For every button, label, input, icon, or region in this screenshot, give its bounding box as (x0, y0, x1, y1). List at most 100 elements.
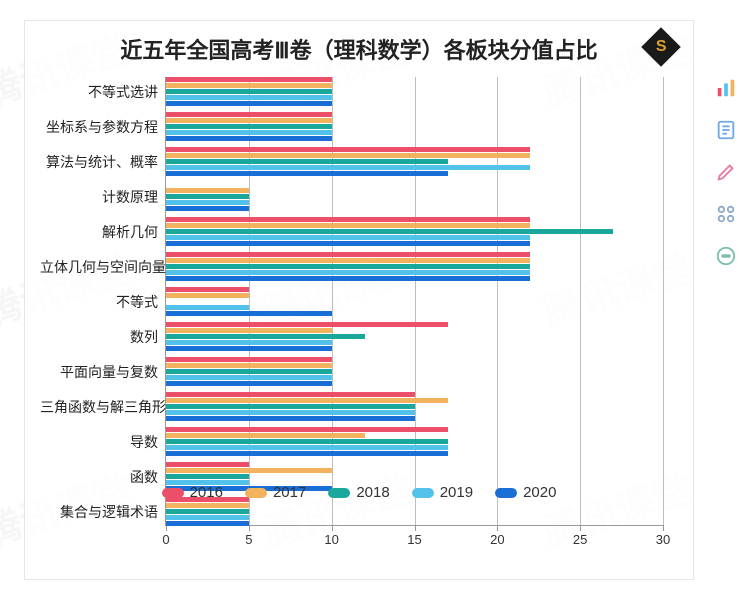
bar (166, 241, 530, 246)
legend-item[interactable]: 2017 (245, 484, 306, 501)
bar (166, 217, 530, 222)
x-tick-label: 0 (162, 532, 169, 547)
bar (166, 340, 332, 345)
category-group: 计数原理 (166, 182, 663, 211)
bar (166, 357, 332, 362)
bar (166, 398, 448, 403)
gridline (663, 77, 664, 525)
legend-item[interactable]: 2016 (162, 484, 223, 501)
bar (166, 252, 530, 257)
bar (166, 83, 332, 88)
bar (166, 159, 448, 164)
bar (166, 451, 448, 456)
bar (166, 194, 249, 199)
bar (166, 305, 249, 310)
legend-label: 2018 (356, 484, 389, 501)
bar (166, 264, 530, 269)
bar (166, 462, 249, 467)
bar (166, 101, 332, 106)
bar (166, 77, 332, 82)
legend-swatch (495, 488, 517, 498)
bar (166, 346, 332, 351)
bar (166, 410, 415, 415)
x-tick-label: 10 (324, 532, 338, 547)
category-label: 平面向量与复数 (40, 362, 158, 382)
category-group: 三角函数与解三角形 (166, 392, 663, 421)
bar (166, 404, 415, 409)
bar (166, 322, 448, 327)
x-tick-label: 20 (490, 532, 504, 547)
grid-icon[interactable] (714, 202, 738, 226)
bar (166, 433, 365, 438)
bar (166, 375, 332, 380)
category-group: 集合与逻辑术语 (166, 497, 663, 526)
legend-item[interactable]: 2020 (495, 484, 556, 501)
chart-title: 近五年全国高考Ⅲ卷（理科数学）各板块分值占比 (25, 33, 693, 65)
bar (166, 392, 415, 397)
toolbar (708, 76, 744, 268)
category-label: 解析几何 (40, 222, 158, 242)
legend-swatch (328, 488, 350, 498)
bar (166, 258, 530, 263)
bar (166, 276, 530, 281)
bar (166, 515, 249, 520)
bar (166, 445, 448, 450)
x-tick-label: 15 (407, 532, 421, 547)
bar (166, 474, 249, 479)
bar (166, 223, 530, 228)
bar (166, 270, 530, 275)
bar (166, 439, 448, 444)
legend-swatch (412, 488, 434, 498)
category-label: 三角函数与解三角形 (40, 397, 158, 417)
bar (166, 130, 332, 135)
bar (166, 206, 249, 211)
legend-swatch (162, 488, 184, 498)
category-label: 集合与逻辑术语 (40, 502, 158, 522)
bar-chart-icon[interactable] (714, 76, 738, 100)
legend-item[interactable]: 2019 (412, 484, 473, 501)
category-label: 立体几何与空间向量 (40, 257, 158, 277)
pencil-icon[interactable] (714, 160, 738, 184)
category-group: 解析几何 (166, 217, 663, 246)
category-label: 坐标系与参数方程 (40, 117, 158, 137)
bar (166, 468, 332, 473)
x-tick-label: 25 (573, 532, 587, 547)
plot-area: 051015202530不等式选讲坐标系与参数方程算法与统计、概率计数原理解析几… (165, 77, 663, 526)
category-label: 不等式选讲 (40, 82, 158, 102)
bar (166, 509, 249, 514)
bar (166, 293, 249, 298)
legend-label: 2020 (523, 484, 556, 501)
bar (166, 112, 332, 117)
category-label: 数列 (40, 327, 158, 347)
bar (166, 188, 249, 193)
bubble-icon[interactable] (714, 244, 738, 268)
category-group: 坐标系与参数方程 (166, 112, 663, 141)
category-label: 导数 (40, 432, 158, 452)
bar (166, 235, 530, 240)
x-tick-label: 5 (245, 532, 252, 547)
x-tick-mark (663, 525, 664, 531)
category-label: 不等式 (40, 292, 158, 312)
legend-label: 2019 (440, 484, 473, 501)
bar (166, 416, 415, 421)
bar (166, 147, 530, 152)
legend-label: 2017 (273, 484, 306, 501)
bar (166, 328, 332, 333)
category-group: 平面向量与复数 (166, 357, 663, 386)
bar (166, 363, 332, 368)
legend-item[interactable]: 2018 (328, 484, 389, 501)
bar (166, 229, 613, 234)
notes-icon[interactable] (714, 118, 738, 142)
bar (166, 153, 530, 158)
chart-card: 近五年全国高考Ⅲ卷（理科数学）各板块分值占比 S 051015202530不等式… (24, 20, 694, 580)
bar (166, 334, 365, 339)
category-group: 立体几何与空间向量 (166, 252, 663, 281)
bar (166, 171, 448, 176)
bar (166, 124, 332, 129)
bar (166, 118, 332, 123)
bar (166, 287, 249, 292)
bar (166, 95, 332, 100)
bar (166, 165, 530, 170)
category-group: 导数 (166, 427, 663, 456)
legend-label: 2016 (190, 484, 223, 501)
